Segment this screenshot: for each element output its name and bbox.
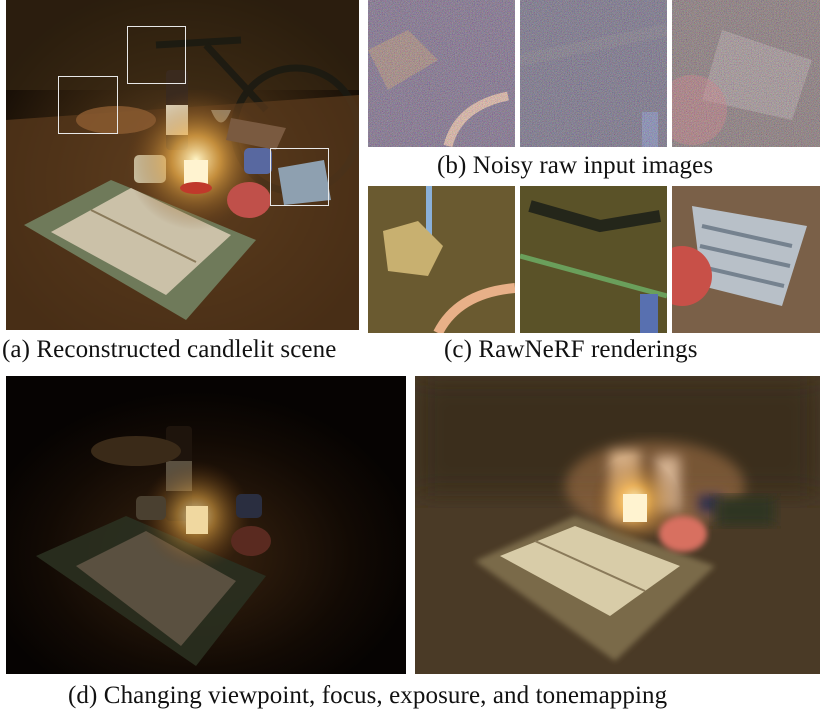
caption-b: (b) Noisy raw input images bbox=[437, 152, 714, 179]
caption-d: (d) Changing viewpoint, focus, exposure,… bbox=[68, 682, 668, 709]
rawnerf-render-3 bbox=[672, 186, 820, 333]
zoom-box-top bbox=[127, 26, 186, 84]
noisy-input-1 bbox=[368, 0, 515, 147]
zoom-box-left bbox=[58, 76, 118, 134]
rawnerf-render-1 bbox=[368, 186, 515, 333]
caption-c: (c) RawNeRF renderings bbox=[444, 336, 698, 363]
rawnerf-render-2 bbox=[520, 186, 667, 333]
noisy-input-2 bbox=[520, 0, 667, 147]
noisy-input-3 bbox=[672, 0, 820, 147]
panel-d-defocus-render bbox=[415, 376, 820, 674]
panel-d-dark-render bbox=[6, 376, 406, 674]
caption-a: (a) Reconstructed candlelit scene bbox=[2, 336, 337, 363]
zoom-box-right bbox=[270, 148, 329, 206]
